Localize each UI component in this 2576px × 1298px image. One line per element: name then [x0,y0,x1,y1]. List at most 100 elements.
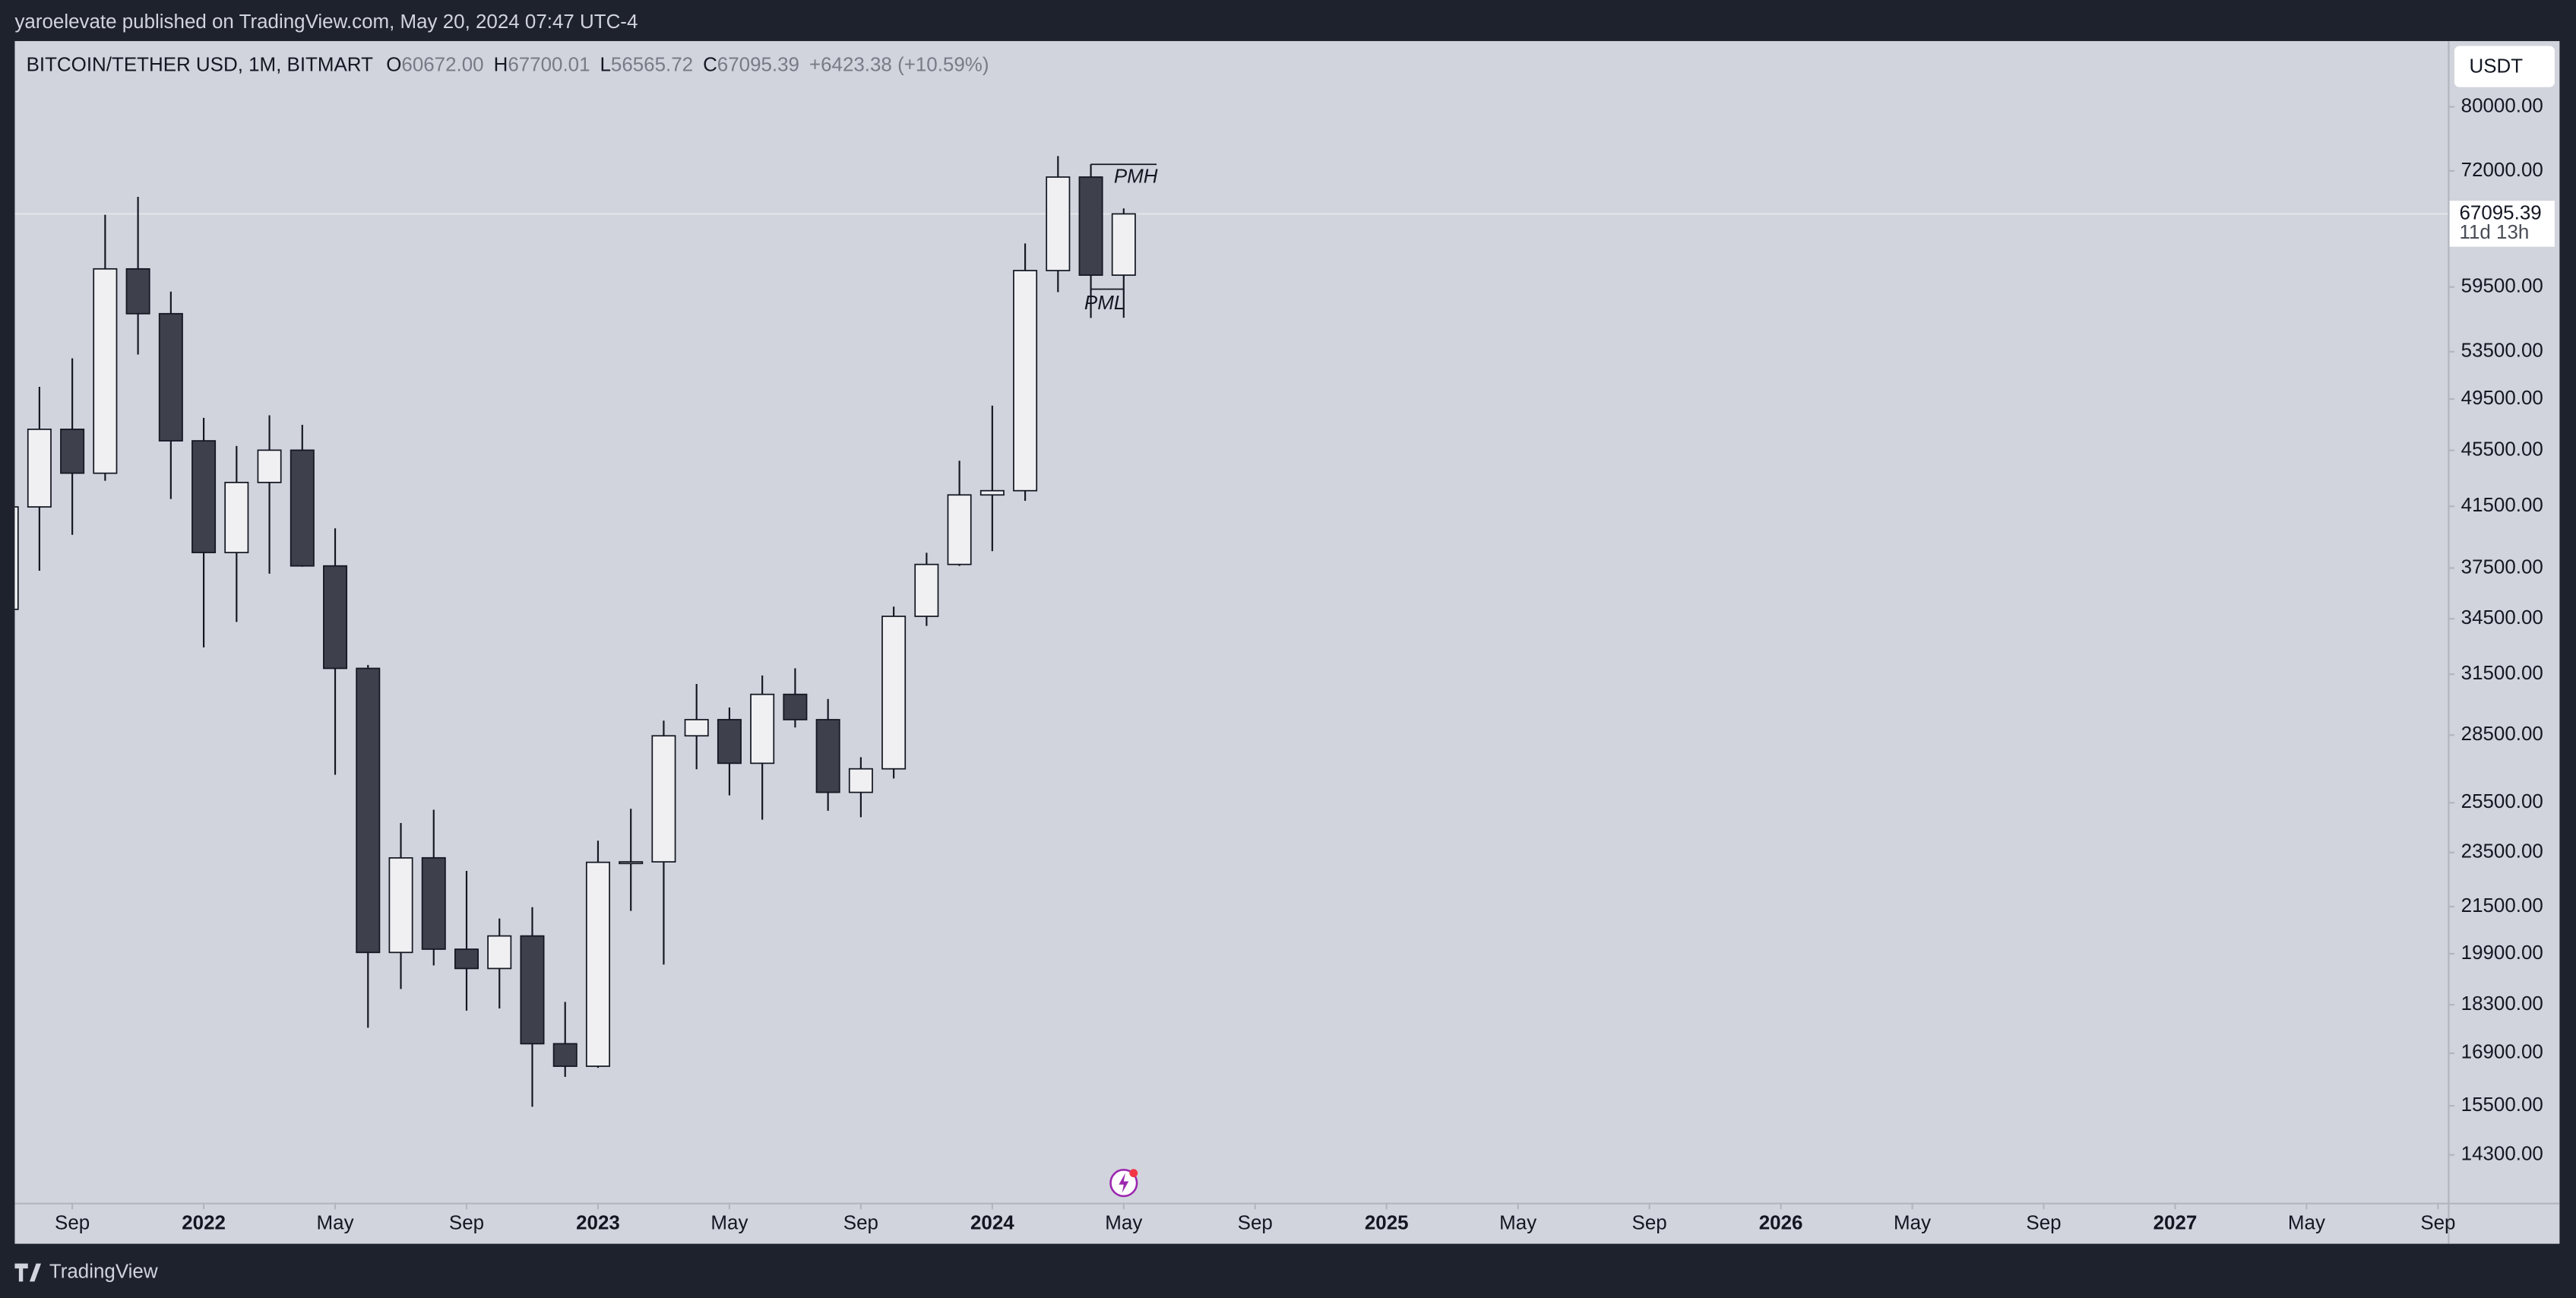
x-tick-label: May [2288,1213,2325,1234]
y-tick-label: 25500.00 [2461,791,2543,812]
x-tick-label: Sep [1238,1213,1273,1234]
candle-body [60,429,85,474]
candle-body [388,857,413,954]
candle-body [257,449,282,483]
candle-body [585,861,610,1067]
legend: BITCOIN/TETHER USD, 1M, BITMART O60672.00… [27,54,989,75]
x-tick-label: 2022 [182,1213,226,1234]
candle-body [487,935,512,970]
ohlc-key: C [703,54,717,75]
last-price-box [2449,201,2555,247]
header: yaroelevate published on TradingView.com… [14,11,638,33]
y-tick-label: 80000.00 [2461,95,2543,116]
x-tick-label: May [710,1213,748,1234]
candle-body [125,268,150,315]
y-tick-label: 45500.00 [2461,438,2543,460]
axes: 80000.00 72000.00 59500.00 53500.00 49500.00… [55,95,2555,1234]
y-tick-label: 28500.00 [2461,723,2543,745]
ohlc-value: 67095.39 [717,54,799,75]
candle-body [290,449,315,567]
candle-body [717,719,742,765]
brand: TradingView [14,1261,158,1282]
candle-body [783,693,808,720]
candle-body [619,861,644,865]
events-icon[interactable] [1109,1169,1138,1198]
y-tick-label: 15500.00 [2461,1094,2543,1116]
candle-body [421,856,446,950]
y-tick-label: 18300.00 [2461,993,2543,1015]
y-tick-label: 14300.00 [2461,1144,2543,1165]
y-tick-label: 49500.00 [2461,388,2543,409]
change: +6423.38 (+10.59%) [809,54,989,75]
candle-body [1111,213,1136,276]
y-tick-label: 23500.00 [2461,841,2543,863]
candle-body [1078,176,1103,276]
x-tick-label: Sep [449,1213,484,1234]
brand-name: TradingView [49,1261,158,1282]
candle-body [815,719,840,793]
candle-body [93,268,118,474]
pmh-label: PMH [1114,166,1158,187]
candle-body [552,1043,578,1067]
currency[interactable]: USDT [2469,56,2523,78]
plot [14,156,2448,1107]
candle-body [520,935,545,1045]
ohlc-value: 67700.01 [508,54,590,75]
x-tick-label: May [1105,1213,1142,1234]
legend-text: BITCOIN/TETHER USD, 1M, BITMART O60672.00… [27,54,989,75]
y-tick-label: 37500.00 [2461,556,2543,578]
x-tick-label: 2027 [2154,1213,2198,1234]
y-tick-label: 41500.00 [2461,495,2543,516]
countdown: 11d 13h [2459,222,2529,243]
symbol: BITCOIN/TETHER USD, 1M, BITMART [27,54,373,75]
candle-body [158,312,183,442]
y-tick-label: 16900.00 [2461,1042,2543,1063]
candle-body [191,440,217,553]
y-tick-label: 34500.00 [2461,607,2543,628]
pml-label: PML [1084,293,1125,314]
y-tick-label: 19900.00 [2461,942,2543,964]
candle-body [356,667,381,954]
candle-body [323,565,348,670]
ohlc-value: 60672.00 [401,54,483,75]
currency-button[interactable] [2454,46,2555,87]
y-tick-label: 21500.00 [2461,895,2543,917]
candle-body [14,506,19,610]
ohlc-value: 56565.72 [611,54,693,75]
x-tick-label: May [1894,1213,1931,1234]
candle-body [947,494,972,565]
candle-body [684,719,709,737]
x-tick-label: Sep [2026,1213,2061,1234]
candle-body [1046,176,1071,271]
candle-body [881,616,907,770]
last-price-label: 67095.39 [2459,202,2541,223]
chart-background [14,41,2560,1244]
ohlc-key: L [600,54,610,75]
x-tick-label: 2023 [576,1213,620,1234]
y-tick-label: 72000.00 [2461,160,2543,181]
ohlc-key: H [494,54,508,75]
y-tick-label: 31500.00 [2461,663,2543,684]
x-tick-label: Sep [2420,1213,2455,1234]
y-tick-label: 59500.00 [2461,276,2543,297]
candle-body [1013,270,1038,492]
candle-body [979,489,1005,496]
x-tick-label: May [1499,1213,1536,1234]
x-tick-label: 2024 [970,1213,1014,1234]
y-tick-label: 53500.00 [2461,340,2543,362]
x-tick-label: Sep [55,1213,90,1234]
ohlc-key: O [386,54,401,75]
x-tick-label: 2025 [1365,1213,1409,1234]
x-tick-label: Sep [1632,1213,1667,1234]
event-dot [1129,1169,1138,1178]
candle-body [454,948,479,970]
candle-body [224,481,249,553]
annotations: PMH PML [1084,163,1158,314]
brand-logo [14,1263,42,1282]
candle-body [750,693,775,765]
x-tick-label: Sep [843,1213,878,1234]
candle-body [27,429,52,508]
x-tick-label: 2026 [1759,1213,1803,1234]
